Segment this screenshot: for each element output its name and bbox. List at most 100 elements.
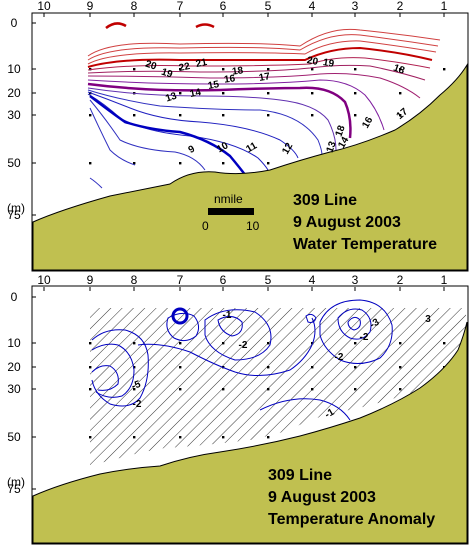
sample-point: [222, 342, 225, 345]
sample-point: [133, 114, 136, 117]
sample-point: [133, 68, 136, 71]
contour-line: [89, 177, 103, 189]
sample-point: [179, 162, 182, 165]
station-tick-label: 4: [309, 0, 316, 13]
sample-point: [354, 92, 357, 95]
anomaly-hatched-region: [90, 308, 466, 468]
contour-line: [259, 398, 351, 421]
station-tick-label: 6: [220, 273, 227, 287]
top-mid-contours: [87, 79, 385, 151]
top-seabed: [32, 63, 468, 271]
top-caption-line-3: Water Temperature: [293, 236, 437, 253]
sample-point: [354, 68, 357, 71]
sample-point: [222, 68, 225, 71]
contour-value-label: 12: [280, 141, 295, 157]
depth-unit-label: (m): [7, 475, 25, 489]
sample-point: [179, 366, 182, 369]
contour-value-label: 16: [223, 73, 236, 86]
scale-bar-label: nmile: [214, 192, 243, 206]
contour-line: [105, 22, 127, 30]
depth-tick-label: 30: [7, 382, 21, 396]
station-tick-label: 10: [37, 273, 51, 287]
contour-line: [204, 309, 272, 361]
top-station-axis: 10 9 8 7 6 5 4 3 2 1: [37, 0, 448, 17]
contour-line: [87, 91, 299, 159]
contour-line: [87, 57, 431, 71]
station-tick-label: 3: [352, 0, 359, 13]
top-caption-line-1: 309 Line: [293, 192, 357, 209]
scale-bar-start: 0: [202, 219, 209, 233]
station-tick-label: 4: [309, 273, 316, 287]
sample-point: [354, 388, 357, 391]
station-tick-label: 2: [397, 0, 404, 13]
station-tick-label: 5: [265, 0, 272, 13]
scale-bar-rect: [208, 208, 254, 215]
scale-bar: nmile 0 10: [202, 192, 260, 233]
sample-point: [443, 68, 446, 71]
contour-line: [91, 365, 119, 391]
depth-tick-label: 50: [7, 156, 21, 170]
station-tick-label: 7: [177, 0, 184, 13]
depth-tick-label: 0: [11, 290, 18, 304]
contour-value-label: 16: [360, 115, 375, 131]
contour-value-label: -1: [223, 310, 232, 321]
contour-line: [91, 343, 135, 398]
bottom-caption-line-1: 309 Line: [268, 467, 332, 484]
contour-value-label: 3: [425, 314, 431, 325]
sample-point: [267, 388, 270, 391]
sample-point: [399, 92, 402, 95]
contour-line: [137, 317, 316, 376]
contour-line: [87, 73, 421, 99]
depth-tick-label: 75: [7, 208, 21, 222]
station-tick-label: 2: [397, 273, 404, 287]
bottom-station-axis: 10 9 8 7 6 5 4 3 2 1: [37, 273, 448, 291]
sample-point: [133, 342, 136, 345]
sample-point: [399, 342, 402, 345]
bottom-anomaly-contours: [91, 299, 393, 421]
sample-point: [267, 114, 270, 117]
station-tick-label: 6: [220, 0, 227, 13]
depth-tick-label: 10: [7, 336, 21, 350]
station-tick-label: 3: [352, 273, 359, 287]
sample-point: [399, 68, 402, 71]
sample-point: [89, 342, 92, 345]
sample-point: [89, 366, 92, 369]
sample-point: [222, 436, 225, 439]
sample-point: [89, 114, 92, 117]
sample-point: [179, 388, 182, 391]
contour-value-label: 9: [187, 143, 198, 156]
contour-value-label: 18: [392, 63, 407, 77]
sample-point: [267, 366, 270, 369]
sample-point: [311, 114, 314, 117]
sample-point: [311, 92, 314, 95]
sample-point: [399, 366, 402, 369]
temperature-anomaly-panel: 10 9 8 7 6 5 4 3 2 1 0 10 20 30 50 75(m) 309 Line 9 Au…: [7, 273, 469, 545]
station-tick-label: 9: [87, 0, 94, 13]
sample-point: [133, 436, 136, 439]
contour-value-label: -2: [239, 340, 248, 351]
station-tick-label: 1: [441, 0, 448, 13]
sample-point: [89, 436, 92, 439]
depth-tick-label: 30: [7, 108, 21, 122]
contour-line: [217, 316, 243, 337]
sample-point: [354, 114, 357, 117]
depth-tick-label: 10: [7, 62, 21, 76]
contour-line: [347, 316, 361, 331]
bottom-caption-line-3: Temperature Anomaly: [268, 511, 435, 528]
contour-line: [305, 313, 317, 323]
contour-value-label: 20: [144, 59, 158, 73]
station-tick-label: 5: [265, 273, 272, 287]
sample-point: [267, 68, 270, 71]
contour-value-label: 19: [322, 57, 335, 70]
sample-point: [222, 114, 225, 117]
station-tick-label: 8: [131, 273, 138, 287]
contour-value-label: 20: [306, 55, 319, 68]
contour-line: [337, 308, 372, 340]
bottom-caption: 309 Line 9 August 2003 Temperature Anoma…: [268, 467, 435, 528]
sample-point: [311, 388, 314, 391]
contour-value-label: 21: [195, 57, 209, 70]
contour-value-label: -2: [335, 352, 344, 363]
bottom-caption-line-2: 9 August 2003: [268, 489, 376, 506]
